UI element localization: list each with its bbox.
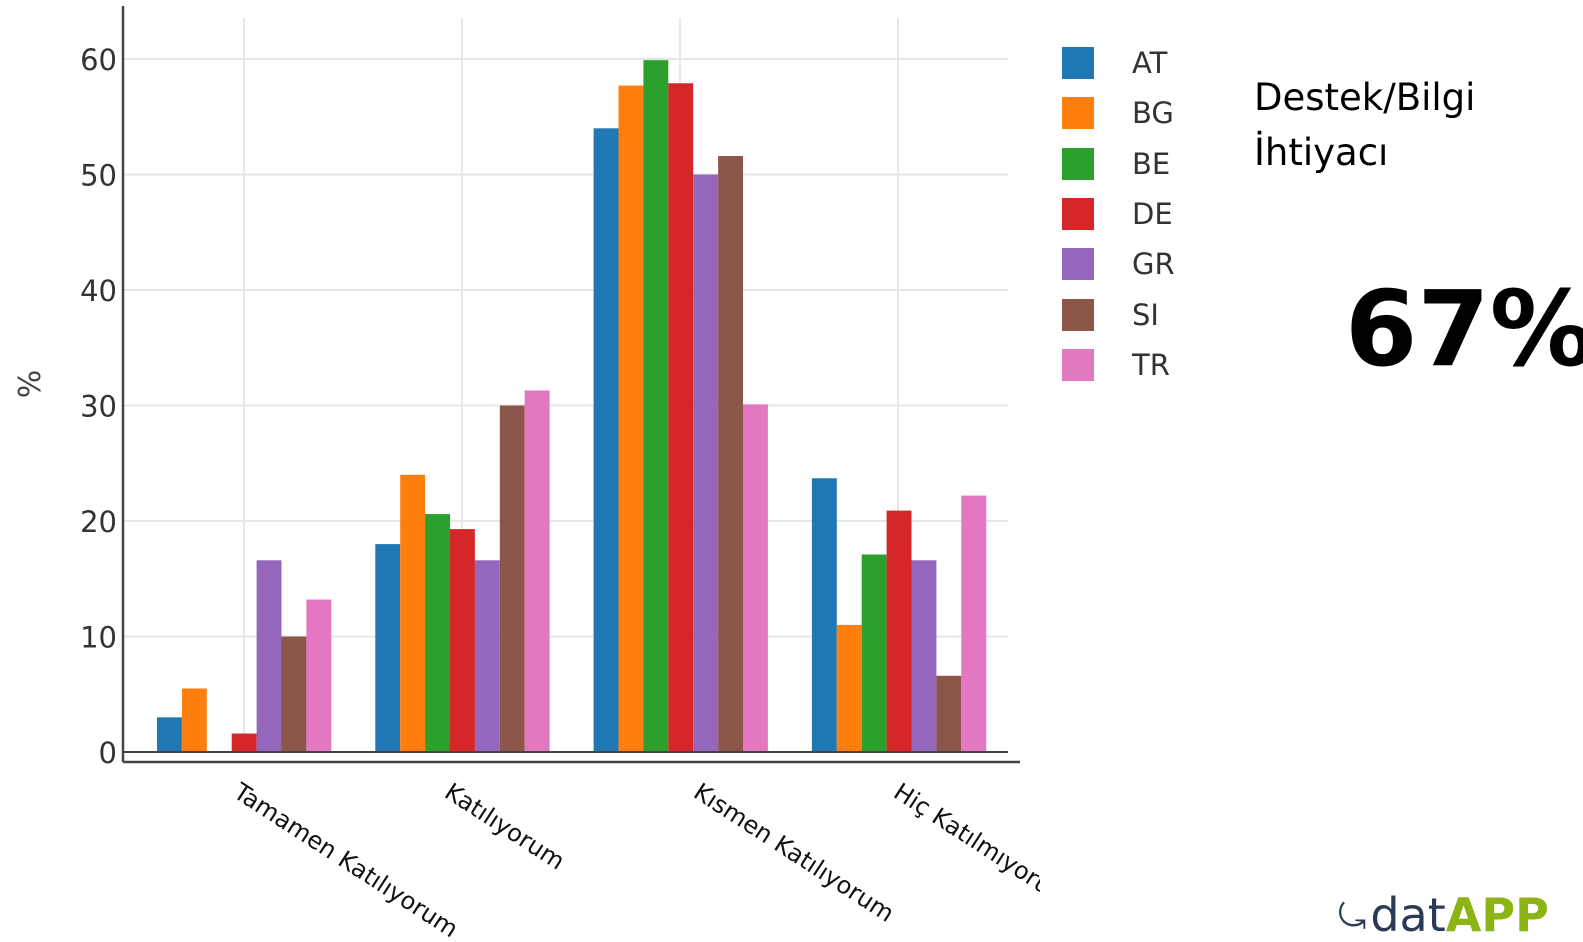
legend-item-gr: GR — [1062, 239, 1175, 289]
x-tick-label: Kısmen Katılıyorum — [689, 778, 899, 928]
y-tick-label: 30 — [80, 390, 117, 424]
legend-swatch — [1062, 97, 1094, 130]
y-tick-label: 0 — [99, 736, 117, 770]
bar-bg-2 — [400, 474, 426, 752]
bar-be-3 — [643, 60, 669, 752]
bar-at-1 — [157, 717, 182, 752]
legend-item-be: BE — [1062, 139, 1175, 189]
legend-item-at: AT — [1062, 38, 1175, 88]
legend-label: TR — [1132, 347, 1170, 382]
y-axis-label: % — [13, 370, 48, 399]
bar-de-2 — [450, 529, 475, 752]
legend-swatch — [1062, 248, 1094, 281]
bar-at-4 — [811, 478, 837, 752]
bar-tr-4 — [961, 495, 987, 752]
bar-gr-1 — [256, 560, 282, 752]
bar-de-4 — [886, 510, 912, 752]
bar-tr-2 — [524, 390, 550, 752]
x-tick-label: Tamamen Katılıyorum — [228, 777, 463, 942]
bar-de-3 — [668, 83, 694, 752]
chart-axes — [121, 6, 1020, 764]
y-tick-label: 50 — [80, 159, 117, 193]
chart-bars — [157, 60, 987, 753]
legend-label: BG — [1132, 96, 1174, 131]
bar-be-2 — [425, 514, 450, 752]
y-tick-label: 10 — [80, 621, 117, 655]
legend-swatch — [1062, 147, 1094, 180]
legend-item-si: SI — [1062, 289, 1175, 339]
legend-item-de: DE — [1062, 189, 1175, 239]
logo-swirl-icon: ⤿ — [1338, 897, 1367, 937]
bar-si-3 — [718, 156, 743, 752]
bar-chart: 0 10 20 30 40 50 60 Tamamen KatılıyorumKatılıy… — [13, 6, 1040, 942]
legend-item-bg: BG — [1062, 88, 1175, 138]
bar-bg-1 — [181, 688, 207, 752]
bar-si-4 — [936, 675, 962, 752]
bar-gr-3 — [693, 174, 719, 752]
legend-swatch — [1062, 47, 1094, 80]
bar-at-3 — [593, 128, 619, 753]
y-tick-label: 60 — [80, 43, 117, 77]
x-tick-label: Hiç Katılmıyorum — [889, 778, 1040, 914]
legend-label: SI — [1132, 297, 1159, 332]
side-title: Destek/Bilgi İhtiyacı — [1254, 70, 1574, 180]
y-tick-label: 20 — [80, 505, 117, 539]
bar-be-4 — [861, 554, 887, 752]
bar-gr-2 — [474, 560, 500, 752]
legend-label: BE — [1132, 146, 1171, 181]
bar-tr-3 — [743, 404, 768, 752]
bar-at-2 — [375, 544, 401, 752]
y-tick-label: 40 — [80, 274, 117, 308]
legend-swatch — [1062, 348, 1094, 381]
legend-label: DE — [1132, 197, 1173, 232]
x-tick-label: Katılıyorum — [440, 778, 570, 876]
legend-label: GR — [1132, 247, 1175, 282]
bar-si-1 — [281, 636, 307, 752]
bar-de-1 — [231, 733, 257, 752]
y-axis-ticks: 0 10 20 30 40 50 60 — [80, 43, 117, 770]
bar-bg-3 — [618, 85, 644, 752]
logo-text-app: APP — [1445, 888, 1549, 942]
legend-label: AT — [1132, 46, 1168, 81]
side-title-line1: Destek/Bilgi — [1254, 76, 1476, 119]
legend-item-tr: TR — [1062, 340, 1175, 390]
legend-swatch — [1062, 198, 1094, 231]
bar-gr-4 — [911, 560, 937, 752]
legend-swatch — [1062, 298, 1094, 331]
chart-legend: AT BG BE DE GR SI TR — [1062, 38, 1175, 390]
side-title-line2: İhtiyacı — [1254, 131, 1389, 174]
bar-tr-1 — [306, 599, 332, 752]
datapp-logo: ⤿ dat APP — [1338, 888, 1583, 942]
logo-text-dat: dat — [1370, 888, 1446, 942]
bar-bg-4 — [836, 624, 862, 752]
bar-si-2 — [499, 405, 525, 752]
big-percentage: 67% — [1345, 268, 1583, 390]
